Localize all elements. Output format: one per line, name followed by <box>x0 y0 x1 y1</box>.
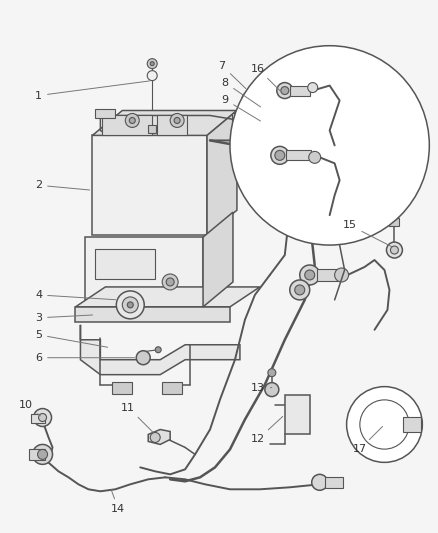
Bar <box>28 449 44 461</box>
Circle shape <box>136 351 150 365</box>
Bar <box>289 86 309 95</box>
Polygon shape <box>85 237 203 307</box>
Circle shape <box>150 62 154 66</box>
Circle shape <box>174 117 180 124</box>
Bar <box>162 382 182 393</box>
Circle shape <box>308 151 320 163</box>
Polygon shape <box>95 109 115 118</box>
Text: 11: 11 <box>121 402 153 432</box>
Circle shape <box>127 302 133 308</box>
Circle shape <box>274 150 284 160</box>
Text: 4: 4 <box>35 290 115 300</box>
Text: 17: 17 <box>352 426 381 455</box>
Text: 2: 2 <box>35 180 89 190</box>
Circle shape <box>150 432 160 442</box>
Bar <box>285 150 310 160</box>
Circle shape <box>230 46 428 245</box>
Circle shape <box>155 347 161 353</box>
Circle shape <box>311 474 327 490</box>
Circle shape <box>32 445 53 464</box>
Circle shape <box>270 147 288 164</box>
Circle shape <box>264 383 278 397</box>
Text: 12: 12 <box>250 416 282 445</box>
Circle shape <box>34 409 51 426</box>
Bar <box>75 307 230 322</box>
Circle shape <box>129 117 135 124</box>
Circle shape <box>122 297 138 313</box>
Bar <box>31 414 44 423</box>
Circle shape <box>385 242 402 258</box>
Circle shape <box>280 86 288 94</box>
Circle shape <box>304 270 314 280</box>
Circle shape <box>39 414 46 422</box>
Circle shape <box>299 265 319 285</box>
Text: 15: 15 <box>342 220 391 247</box>
Text: 6: 6 <box>35 353 134 363</box>
Circle shape <box>170 114 184 127</box>
Circle shape <box>166 278 174 286</box>
Text: 5: 5 <box>35 330 107 347</box>
Circle shape <box>334 268 348 282</box>
Bar <box>157 116 187 135</box>
Circle shape <box>255 101 269 116</box>
Bar <box>102 116 152 135</box>
Circle shape <box>289 280 309 300</box>
Circle shape <box>389 246 398 254</box>
Text: 13: 13 <box>250 383 271 393</box>
Polygon shape <box>75 287 259 307</box>
Text: 3: 3 <box>35 313 92 323</box>
Circle shape <box>259 106 265 111</box>
Polygon shape <box>203 212 233 307</box>
Circle shape <box>125 114 139 127</box>
Circle shape <box>162 274 178 290</box>
Circle shape <box>276 83 292 99</box>
Circle shape <box>359 400 408 449</box>
Circle shape <box>294 285 304 295</box>
Text: 14: 14 <box>111 490 125 514</box>
Bar <box>95 249 155 279</box>
Polygon shape <box>207 110 237 235</box>
Circle shape <box>307 83 317 93</box>
Text: 10: 10 <box>18 400 40 416</box>
Circle shape <box>241 93 253 104</box>
Bar <box>148 125 156 133</box>
Circle shape <box>147 59 157 69</box>
Bar <box>112 382 132 393</box>
Text: 8: 8 <box>221 78 260 107</box>
Bar <box>324 478 342 488</box>
Text: 1: 1 <box>35 81 149 101</box>
Circle shape <box>116 291 144 319</box>
Circle shape <box>346 386 421 463</box>
Polygon shape <box>92 135 207 235</box>
Bar <box>403 416 420 432</box>
Polygon shape <box>148 430 170 445</box>
Bar <box>389 218 399 226</box>
Circle shape <box>256 117 268 128</box>
Circle shape <box>244 95 251 101</box>
Bar <box>316 269 338 281</box>
Polygon shape <box>92 110 237 135</box>
Bar <box>284 394 309 434</box>
Text: 9: 9 <box>221 94 260 121</box>
Polygon shape <box>231 114 254 124</box>
Circle shape <box>38 449 47 459</box>
Polygon shape <box>80 325 240 375</box>
Text: 7: 7 <box>218 61 245 88</box>
Text: 16: 16 <box>250 63 279 91</box>
Circle shape <box>147 70 157 80</box>
Circle shape <box>267 369 275 377</box>
